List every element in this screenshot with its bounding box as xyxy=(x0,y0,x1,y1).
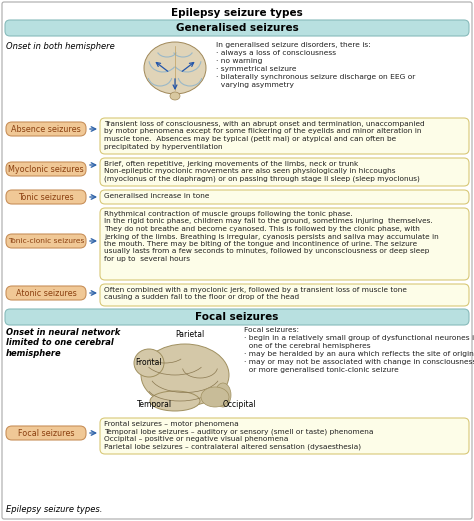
Text: In generalised seizure disorders, there is:
· always a loss of consciousness
· n: In generalised seizure disorders, there … xyxy=(216,42,415,88)
Ellipse shape xyxy=(150,391,200,411)
Text: Generalised increase in tone: Generalised increase in tone xyxy=(104,193,210,199)
Text: Frontal: Frontal xyxy=(135,358,162,367)
Text: Myoclonic seizures: Myoclonic seizures xyxy=(8,165,84,173)
FancyBboxPatch shape xyxy=(5,20,469,36)
Ellipse shape xyxy=(201,387,229,407)
FancyBboxPatch shape xyxy=(6,286,86,300)
Text: Temporal: Temporal xyxy=(137,400,172,409)
Text: Atonic seizures: Atonic seizures xyxy=(16,289,76,297)
FancyBboxPatch shape xyxy=(6,162,86,176)
FancyBboxPatch shape xyxy=(6,426,86,440)
FancyBboxPatch shape xyxy=(100,284,469,306)
FancyBboxPatch shape xyxy=(6,234,86,248)
Text: Brief, often repetitive, jerking movements of the limbs, neck or trunk
Non-epile: Brief, often repetitive, jerking movemen… xyxy=(104,161,420,182)
Ellipse shape xyxy=(170,92,180,100)
Text: Transient loss of consciousness, with an abrupt onset and termination, unaccompa: Transient loss of consciousness, with an… xyxy=(104,121,425,150)
Text: Frontal seizures – motor phenomena
Temporal lobe seizures – auditory or sensory : Frontal seizures – motor phenomena Tempo… xyxy=(104,421,374,451)
FancyBboxPatch shape xyxy=(100,418,469,454)
Text: Rhythmical contraction of muscle groups following the tonic phase.
In the rigid : Rhythmical contraction of muscle groups … xyxy=(104,211,439,262)
FancyBboxPatch shape xyxy=(6,122,86,136)
Text: Parietal: Parietal xyxy=(175,330,205,339)
Text: Epilepsy seizure types: Epilepsy seizure types xyxy=(171,8,303,18)
Text: Tonic-clonic seizures: Tonic-clonic seizures xyxy=(8,238,84,244)
FancyBboxPatch shape xyxy=(6,190,86,204)
FancyBboxPatch shape xyxy=(100,158,469,186)
Text: Occipital: Occipital xyxy=(223,400,256,409)
Text: Onset in neural network
limited to one cerebral
hemisphere: Onset in neural network limited to one c… xyxy=(6,328,120,358)
FancyBboxPatch shape xyxy=(100,190,469,204)
Ellipse shape xyxy=(144,42,206,94)
Text: Focal seizures: Focal seizures xyxy=(195,312,279,322)
Text: Generalised seizures: Generalised seizures xyxy=(176,23,298,33)
Ellipse shape xyxy=(134,349,164,377)
FancyBboxPatch shape xyxy=(100,118,469,154)
Text: Focal seizures:
· begin in a relatively small group of dysfunctional neurones in: Focal seizures: · begin in a relatively … xyxy=(244,327,474,373)
Text: Focal seizures: Focal seizures xyxy=(18,428,74,438)
Ellipse shape xyxy=(141,344,229,406)
Text: Tonic seizures: Tonic seizures xyxy=(18,192,74,202)
FancyBboxPatch shape xyxy=(100,208,469,280)
Text: Often combined with a myoclonic jerk, followed by a transient loss of muscle ton: Often combined with a myoclonic jerk, fo… xyxy=(104,287,407,301)
FancyBboxPatch shape xyxy=(5,309,469,325)
Ellipse shape xyxy=(215,383,231,407)
Text: Onset in both hemisphere: Onset in both hemisphere xyxy=(6,42,115,51)
Text: Epilepsy seizure types.: Epilepsy seizure types. xyxy=(6,505,102,514)
Text: Absence seizures: Absence seizures xyxy=(11,125,81,133)
